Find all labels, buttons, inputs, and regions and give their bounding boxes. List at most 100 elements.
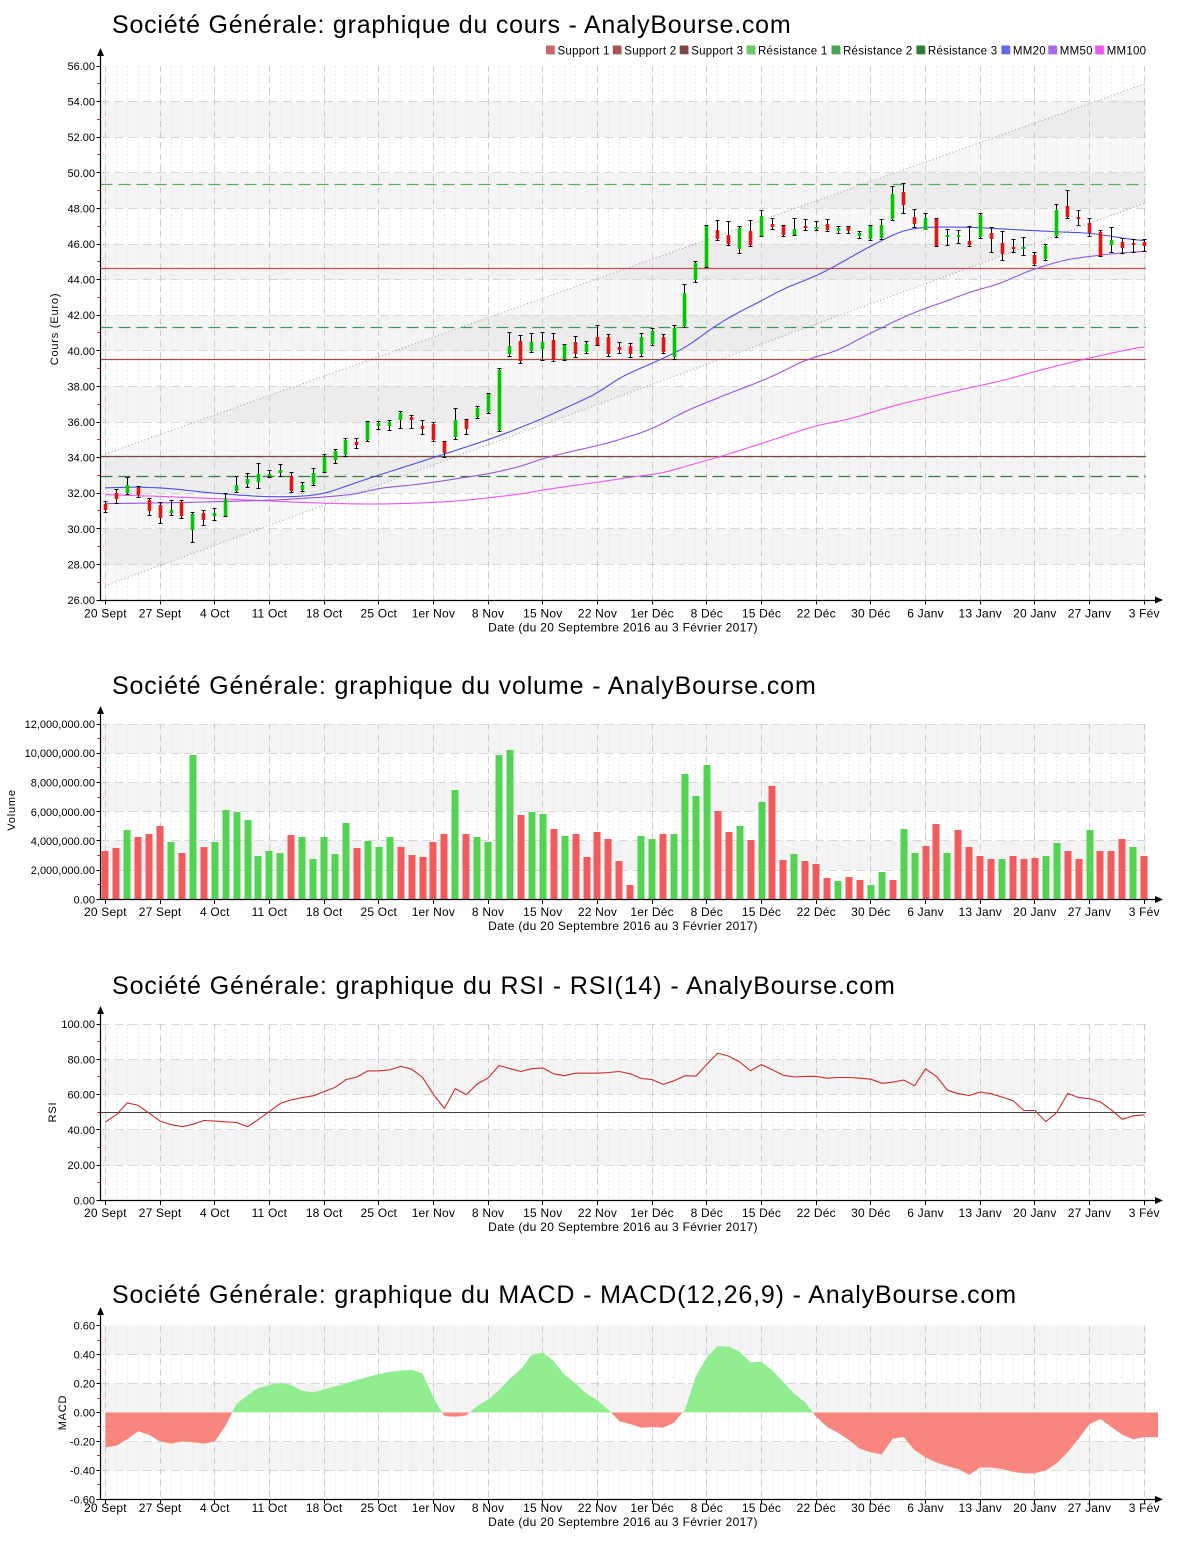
svg-text:MM50: MM50 — [1060, 46, 1093, 58]
svg-text:8 Déc: 8 Déc — [691, 1206, 723, 1220]
svg-text:1er Déc: 1er Déc — [630, 1501, 673, 1515]
svg-text:46.00: 46.00 — [67, 239, 95, 251]
svg-text:0.00: 0.00 — [74, 1196, 95, 1208]
svg-text:27 Sept: 27 Sept — [139, 1206, 182, 1220]
svg-text:27 Janv: 27 Janv — [1068, 1501, 1111, 1515]
svg-text:48.00: 48.00 — [67, 203, 95, 215]
svg-text:11 Oct: 11 Oct — [252, 607, 288, 621]
svg-text:Support 1: Support 1 — [558, 46, 610, 58]
svg-text:MM20: MM20 — [1013, 46, 1046, 58]
svg-text:22 Déc: 22 Déc — [797, 607, 836, 621]
svg-text:15 Déc: 15 Déc — [742, 1501, 781, 1515]
svg-text:MACD: MACD — [57, 1395, 69, 1431]
svg-text:27 Sept: 27 Sept — [139, 905, 182, 919]
svg-text:36.00: 36.00 — [67, 417, 95, 429]
svg-text:56.00: 56.00 — [67, 61, 95, 73]
svg-text:30 Déc: 30 Déc — [851, 1206, 890, 1220]
svg-text:8 Nov: 8 Nov — [472, 1501, 504, 1515]
svg-text:20 Sept: 20 Sept — [84, 607, 127, 621]
svg-text:30 Déc: 30 Déc — [851, 905, 890, 919]
svg-text:6 Janv: 6 Janv — [907, 1501, 944, 1515]
svg-text:Date (du 20 Septembre 2016 au: Date (du 20 Septembre 2016 au 3 Février … — [488, 1515, 758, 1529]
svg-text:15 Nov: 15 Nov — [523, 1501, 562, 1515]
svg-text:8 Nov: 8 Nov — [472, 905, 504, 919]
svg-text:26.00: 26.00 — [67, 595, 95, 607]
svg-text:3 Fév: 3 Fév — [1129, 607, 1160, 621]
svg-text:25 Oct: 25 Oct — [361, 1206, 398, 1220]
svg-text:Volume: Volume — [6, 789, 18, 831]
svg-text:8 Nov: 8 Nov — [472, 607, 504, 621]
svg-text:15 Déc: 15 Déc — [742, 607, 781, 621]
svg-text:11 Oct: 11 Oct — [252, 1501, 288, 1515]
svg-text:20 Janv: 20 Janv — [1013, 905, 1056, 919]
svg-text:22 Déc: 22 Déc — [797, 1206, 836, 1220]
svg-text:1er Nov: 1er Nov — [412, 1501, 455, 1515]
svg-text:6 Janv: 6 Janv — [907, 905, 944, 919]
svg-text:11 Oct: 11 Oct — [252, 1206, 288, 1220]
svg-text:32.00: 32.00 — [67, 488, 95, 500]
svg-text:20 Sept: 20 Sept — [84, 1501, 127, 1515]
svg-text:8 Nov: 8 Nov — [472, 1206, 504, 1220]
svg-text:25 Oct: 25 Oct — [361, 607, 398, 621]
svg-text:25 Oct: 25 Oct — [361, 1501, 398, 1515]
svg-text:27 Sept: 27 Sept — [139, 1501, 182, 1515]
svg-text:22 Nov: 22 Nov — [578, 1501, 617, 1515]
svg-text:13 Janv: 13 Janv — [958, 607, 1001, 621]
svg-text:1er Déc: 1er Déc — [630, 905, 673, 919]
svg-text:4 Oct: 4 Oct — [200, 607, 230, 621]
svg-text:13 Janv: 13 Janv — [958, 1501, 1001, 1515]
svg-text:18 Oct: 18 Oct — [306, 905, 343, 919]
svg-text:4 Oct: 4 Oct — [200, 1206, 230, 1220]
svg-text:20 Sept: 20 Sept — [84, 1206, 127, 1220]
svg-text:15 Nov: 15 Nov — [523, 905, 562, 919]
svg-text:0.00: 0.00 — [74, 1408, 95, 1420]
svg-text:Résistance 1: Résistance 1 — [758, 46, 827, 58]
svg-text:8 Déc: 8 Déc — [691, 905, 723, 919]
svg-text:18 Oct: 18 Oct — [306, 607, 343, 621]
svg-text:27 Janv: 27 Janv — [1068, 1206, 1111, 1220]
svg-text:-0.40: -0.40 — [70, 1465, 95, 1477]
svg-text:1er Nov: 1er Nov — [412, 607, 455, 621]
svg-text:27 Janv: 27 Janv — [1068, 607, 1111, 621]
svg-text:42.00: 42.00 — [67, 310, 95, 322]
svg-text:40.00: 40.00 — [67, 346, 95, 358]
svg-text:6 Janv: 6 Janv — [907, 607, 944, 621]
svg-text:0.40: 0.40 — [74, 1350, 95, 1362]
svg-text:34.00: 34.00 — [67, 453, 95, 465]
svg-text:Société Générale: graphique du: Société Générale: graphique du volume - … — [112, 672, 817, 700]
svg-text:22 Nov: 22 Nov — [578, 905, 617, 919]
svg-text:Société Générale: graphique du: Société Générale: graphique du cours - A… — [112, 11, 791, 39]
svg-text:6 Janv: 6 Janv — [907, 1206, 944, 1220]
svg-text:Support 3: Support 3 — [691, 46, 743, 58]
svg-text:3 Fév: 3 Fév — [1129, 1501, 1160, 1515]
svg-text:25 Oct: 25 Oct — [361, 905, 398, 919]
svg-text:50.00: 50.00 — [67, 168, 95, 180]
svg-text:22 Nov: 22 Nov — [578, 607, 617, 621]
svg-text:RSI: RSI — [47, 1102, 59, 1123]
svg-text:15 Nov: 15 Nov — [523, 1206, 562, 1220]
svg-text:Date (du 20 Septembre 2016 au: Date (du 20 Septembre 2016 au 3 Février … — [488, 919, 758, 933]
svg-text:0.00: 0.00 — [74, 895, 95, 907]
svg-text:20.00: 20.00 — [67, 1160, 95, 1172]
svg-text:30.00: 30.00 — [67, 524, 95, 536]
svg-text:15 Déc: 15 Déc — [742, 905, 781, 919]
svg-text:18 Oct: 18 Oct — [306, 1501, 343, 1515]
svg-text:-0.20: -0.20 — [70, 1437, 95, 1449]
svg-text:38.00: 38.00 — [67, 381, 95, 393]
svg-text:Support 2: Support 2 — [624, 46, 676, 58]
svg-text:44.00: 44.00 — [67, 275, 95, 287]
svg-text:Date (du 20 Septembre 2016 au: Date (du 20 Septembre 2016 au 3 Février … — [488, 1220, 758, 1234]
svg-text:13 Janv: 13 Janv — [958, 905, 1001, 919]
svg-text:8,000,000.00: 8,000,000.00 — [31, 778, 95, 790]
svg-text:Société Générale: graphique du: Société Générale: graphique du MACD - MA… — [112, 1281, 1017, 1309]
svg-text:4,000,000.00: 4,000,000.00 — [31, 836, 95, 848]
svg-text:3 Fév: 3 Fév — [1129, 905, 1160, 919]
svg-text:18 Oct: 18 Oct — [306, 1206, 343, 1220]
svg-text:20 Sept: 20 Sept — [84, 905, 127, 919]
svg-text:52.00: 52.00 — [67, 132, 95, 144]
svg-text:40.00: 40.00 — [67, 1125, 95, 1137]
svg-text:4 Oct: 4 Oct — [200, 905, 230, 919]
svg-text:0.20: 0.20 — [74, 1379, 95, 1391]
svg-text:2,000,000.00: 2,000,000.00 — [31, 865, 95, 877]
svg-text:Date (du 20 Septembre 2016 au: Date (du 20 Septembre 2016 au 3 Février … — [488, 621, 758, 635]
